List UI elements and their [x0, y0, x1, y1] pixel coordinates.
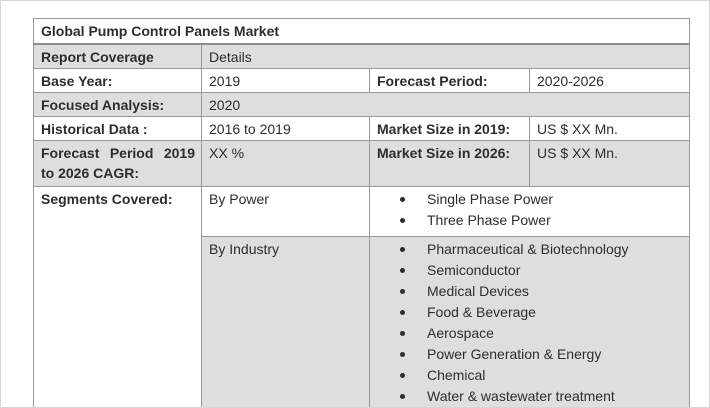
segment-item: Semiconductor — [377, 260, 683, 281]
base-year-value: 2019 — [201, 67, 370, 93]
market-size-2019-value: US $ XX Mn. — [528, 115, 691, 141]
table-row: Focused Analysis: 2020 — [33, 91, 691, 117]
table-row: Forecast Period 2019 to 2026 CAGR: XX % … — [33, 139, 691, 187]
table-title-row: Global Pump Control Panels Market — [32, 18, 691, 45]
cagr-label: Forecast Period 2019 to 2026 CAGR: — [33, 139, 202, 187]
report-coverage-label: Report Coverage — [33, 43, 202, 69]
report-coverage-value: Details — [200, 43, 691, 69]
table-row: Historical Data : 2016 to 2019 Market Si… — [33, 115, 691, 141]
segment-item: Medical Devices — [377, 281, 683, 302]
segment-item: Power Generation & Energy — [377, 344, 683, 365]
segment-item: Food & Beverage — [377, 302, 683, 323]
focused-analysis-label: Focused Analysis: — [33, 91, 202, 117]
table-row: Report Coverage Details — [33, 43, 691, 69]
table-row: By Industry Pharmaceutical & Biotechnolo… — [34, 235, 691, 407]
segment-list-power-cell: Single Phase Power Three Phase Power — [368, 185, 691, 237]
forecast-period-label: Forecast Period: — [369, 67, 530, 93]
historical-data-value: 2016 to 2019 — [201, 115, 370, 141]
segment-item: Single Phase Power — [377, 189, 683, 210]
segment-list-power: Single Phase Power Three Phase Power — [377, 189, 683, 231]
table-row: Base Year: 2019 Forecast Period: 2020-20… — [33, 67, 691, 93]
segment-item: Water & wastewater treatment — [377, 386, 683, 407]
segments-covered-label: Segments Covered: — [33, 185, 202, 407]
market-size-2019-label: Market Size in 2019: — [369, 115, 530, 141]
segment-item: Pharmaceutical & Biotechnology — [377, 239, 683, 260]
cagr-value: XX % — [201, 139, 370, 187]
segment-group-by-industry: By Industry — [201, 235, 370, 407]
historical-data-label: Historical Data : — [33, 115, 202, 141]
focused-analysis-value: 2020 — [200, 91, 691, 117]
table-row: Segments Covered: By Power Single Phase … — [33, 185, 691, 407]
segment-item: Chemical — [377, 365, 683, 386]
segment-list-industry-cell: Pharmaceutical & Biotechnology Semicondu… — [368, 235, 691, 407]
base-year-label: Base Year: — [33, 67, 202, 93]
segment-group-by-power: By Power — [201, 185, 370, 237]
segment-item: Aerospace — [377, 323, 683, 344]
segment-list-industry: Pharmaceutical & Biotechnology Semicondu… — [377, 239, 683, 407]
segment-item: Three Phase Power — [377, 210, 683, 231]
market-size-2026-label: Market Size in 2026: — [369, 139, 530, 187]
table-title: Global Pump Control Panels Market — [32, 18, 691, 45]
market-size-2026-value: US $ XX Mn. — [528, 139, 691, 187]
forecast-period-value: 2020-2026 — [528, 67, 691, 93]
report-coverage-table: Global Pump Control Panels Market Report… — [32, 18, 691, 407]
